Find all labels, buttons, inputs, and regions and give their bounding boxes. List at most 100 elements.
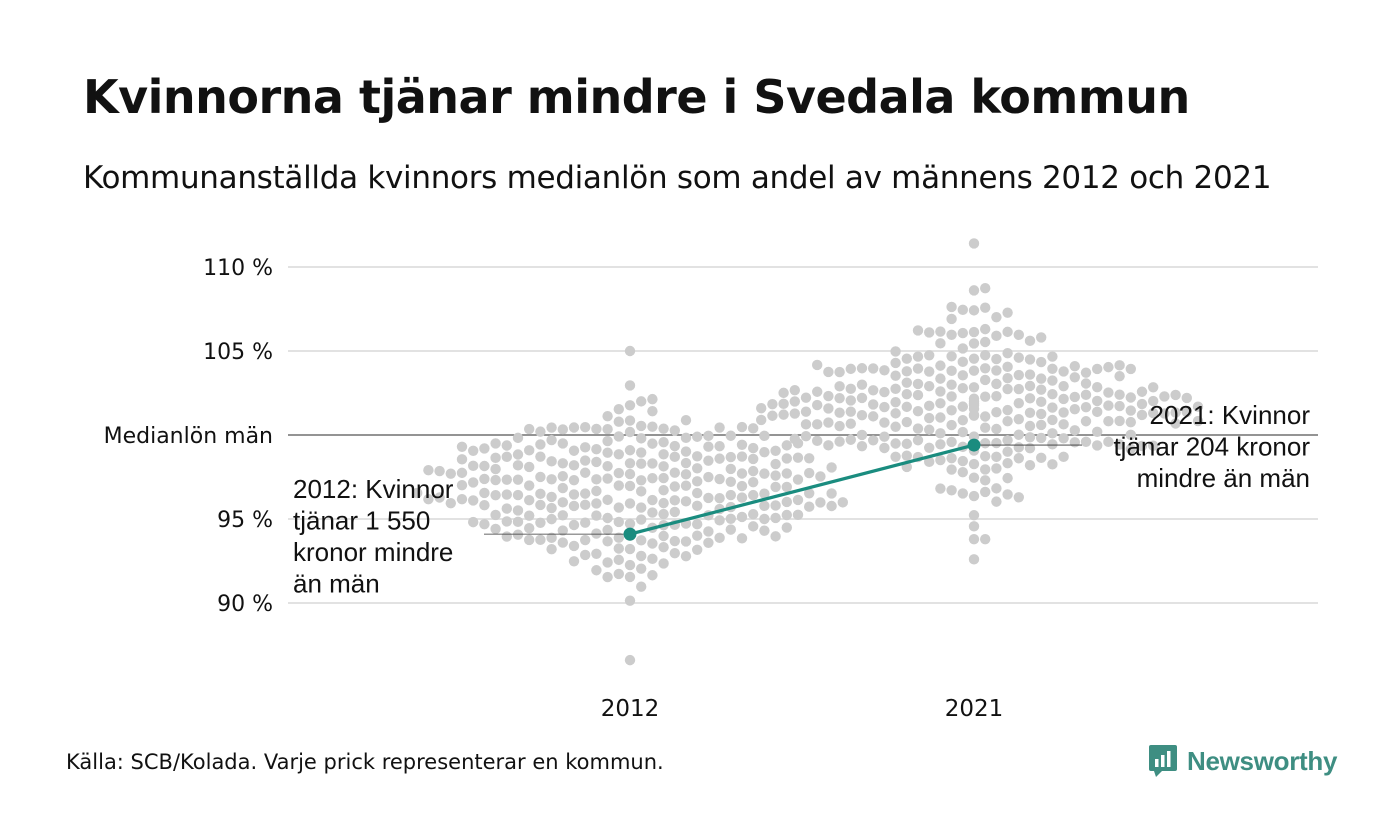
- x-tick-label: 2012: [601, 696, 660, 722]
- highlight-line: [629, 443, 975, 536]
- municipality-dot: [980, 422, 991, 433]
- municipality-dot: [624, 518, 636, 529]
- municipality-dot: [624, 426, 636, 438]
- municipality-dot: [1036, 332, 1047, 343]
- municipality-dot: [1013, 429, 1024, 440]
- municipality-dot: [692, 487, 703, 499]
- municipality-dot: [703, 430, 714, 442]
- municipality-dot: [804, 488, 815, 499]
- municipality-dot: [770, 470, 781, 481]
- municipality-dot: [714, 493, 725, 504]
- municipality-dot: [546, 456, 557, 467]
- municipality-dot: [957, 466, 968, 478]
- municipality-dot: [501, 451, 512, 463]
- municipality-dot: [1080, 436, 1092, 447]
- municipality-dot: [1002, 383, 1013, 395]
- municipality-dot: [658, 461, 669, 472]
- municipality-dots: [412, 238, 1204, 666]
- y-tick-label: 110 %: [203, 256, 273, 281]
- municipality-dot: [868, 399, 879, 410]
- municipality-dot: [714, 515, 725, 526]
- municipality-dot: [1058, 419, 1069, 430]
- municipality-dot: [748, 423, 759, 434]
- municipality-dot: [1013, 413, 1024, 425]
- municipality-dot: [580, 499, 591, 511]
- municipality-dot: [770, 531, 781, 542]
- municipality-dot: [1148, 395, 1159, 407]
- municipality-dot: [957, 382, 968, 394]
- municipality-dot: [658, 497, 669, 509]
- municipality-dot: [613, 532, 624, 543]
- municipality-dot: [1058, 451, 1069, 463]
- municipality-dot: [789, 433, 800, 445]
- municipality-dot: [636, 535, 647, 546]
- municipality-dot: [1002, 446, 1013, 457]
- municipality-dot: [1036, 408, 1047, 420]
- municipality-dot: [792, 494, 804, 506]
- municipality-dot: [591, 498, 602, 509]
- municipality-dot: [980, 323, 991, 335]
- municipality-dot: [935, 428, 946, 439]
- municipality-dot: [412, 487, 423, 499]
- municipality-dot: [968, 365, 980, 376]
- municipality-dot: [845, 395, 856, 406]
- municipality-dot: [759, 525, 770, 536]
- municipality-dot: [580, 442, 591, 453]
- municipality-dot: [834, 407, 845, 418]
- municipality-dot: [804, 467, 815, 479]
- municipality-dot: [890, 408, 901, 419]
- municipality-dot: [490, 452, 501, 464]
- municipality-dot: [1069, 372, 1081, 383]
- municipality-dot: [901, 401, 912, 413]
- municipality-dot: [980, 475, 991, 486]
- municipality-dot: [1047, 428, 1058, 439]
- municipality-dot: [456, 480, 468, 491]
- municipality-dot: [980, 363, 991, 374]
- municipality-dot: [890, 451, 901, 462]
- municipality-dot: [580, 455, 591, 466]
- municipality-dot: [736, 511, 748, 523]
- municipality-dot: [980, 374, 991, 386]
- municipality-dot: [1092, 426, 1103, 438]
- municipality-dot: [602, 473, 613, 484]
- municipality-dot: [535, 488, 546, 500]
- municipality-dot: [748, 489, 759, 501]
- municipality-dot: [856, 379, 868, 390]
- municipality-dot: [924, 424, 935, 435]
- municipality-dot: [991, 330, 1002, 342]
- municipality-dot: [725, 451, 736, 463]
- municipality-dot: [613, 431, 624, 442]
- municipality-dot: [1114, 370, 1125, 382]
- municipality-dot: [901, 450, 912, 461]
- municipality-dot: [1047, 375, 1058, 386]
- municipality-dot: [935, 338, 946, 349]
- municipality-dot: [924, 327, 935, 338]
- municipality-dot: [980, 302, 991, 313]
- municipality-dot: [468, 516, 479, 528]
- municipality-dot: [725, 489, 736, 501]
- municipality-dot: [756, 403, 767, 414]
- municipality-dot: [968, 238, 980, 249]
- municipality-dot: [834, 381, 845, 392]
- municipality-dot: [624, 458, 636, 469]
- municipality-dot: [968, 353, 980, 364]
- municipality-dot: [445, 468, 456, 479]
- municipality-dot: [736, 451, 748, 462]
- municipality-dot: [781, 509, 792, 521]
- municipality-dot: [669, 481, 680, 492]
- municipality-dot: [692, 451, 703, 462]
- municipality-dot: [815, 497, 826, 508]
- municipality-dot: [557, 458, 568, 469]
- x-tick-label: 2021: [945, 696, 1004, 722]
- municipality-dot: [901, 353, 912, 364]
- municipality-dot: [781, 481, 792, 493]
- municipality-dot: [748, 453, 759, 465]
- municipality-dot: [501, 474, 512, 485]
- municipality-dot: [991, 406, 1002, 418]
- municipality-dot: [912, 389, 924, 401]
- municipality-dot: [736, 533, 748, 544]
- municipality-dot: [792, 509, 804, 521]
- municipality-dot: [602, 512, 613, 524]
- municipality-dot: [856, 363, 868, 374]
- municipality-dot: [692, 463, 703, 474]
